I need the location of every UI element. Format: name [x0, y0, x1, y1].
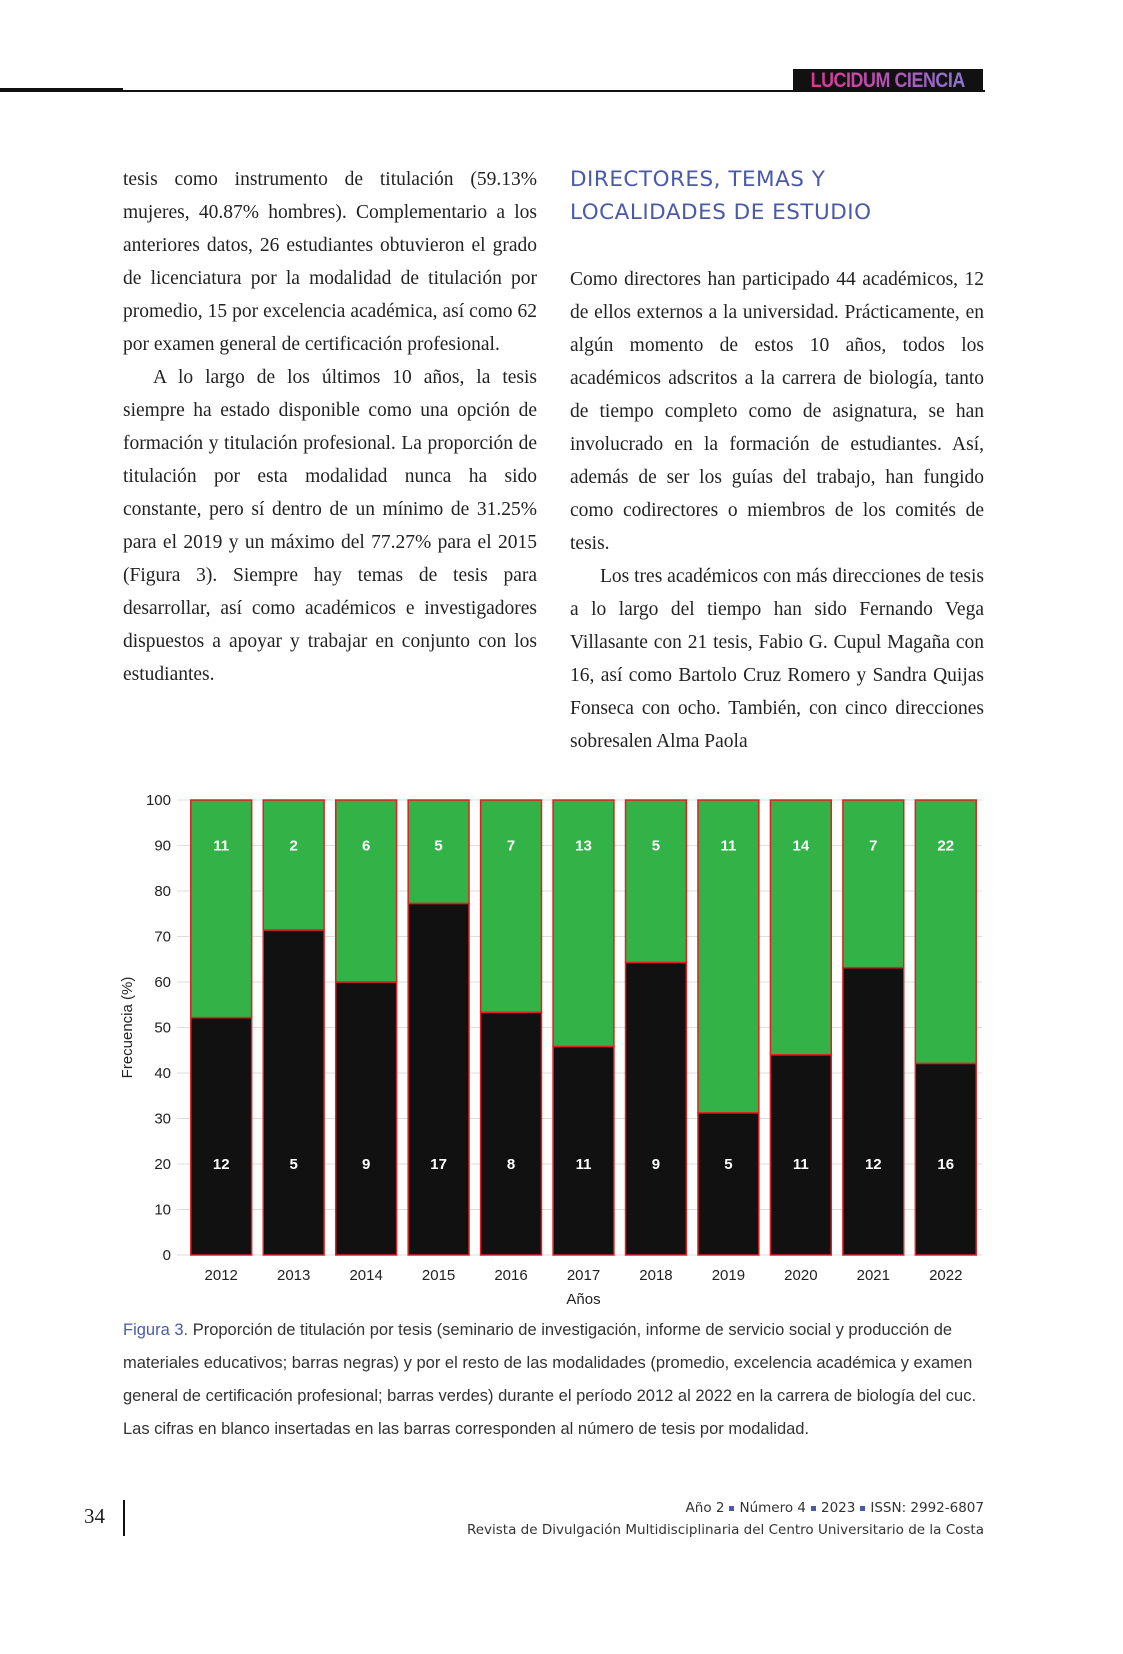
bar-green-segment	[624, 799, 688, 964]
issue-date: 2023	[820, 1500, 856, 1516]
bar-black-segment	[624, 961, 688, 1256]
bar-black-segment	[262, 929, 325, 1256]
page-number: 34	[84, 1504, 105, 1528]
data-label: 12	[213, 1156, 230, 1173]
paragraph: A lo largo de los últimos 10 años, la te…	[123, 367, 537, 685]
y-tick-label: 100	[146, 792, 171, 809]
x-tick-label: 2019	[712, 1267, 745, 1284]
caption-text: Proporción de titulación por tesis (semi…	[123, 1321, 977, 1438]
data-label: 11	[576, 1156, 592, 1173]
y-tick-label: 40	[154, 1065, 171, 1082]
issue-year: Año 2	[685, 1500, 725, 1516]
journal-logo: LUCIDUM CIENCIA	[793, 69, 983, 92]
data-label: 22	[937, 838, 954, 855]
bar-green-segment	[262, 799, 325, 931]
data-label: 11	[720, 838, 736, 855]
bar-black-segment	[190, 1016, 253, 1256]
x-tick-label: 2015	[422, 1267, 455, 1284]
bar-black-segment	[842, 966, 905, 1256]
x-tick-label: 2014	[349, 1267, 382, 1284]
bar-green-segment	[697, 799, 760, 1114]
bar-black-segment	[697, 1112, 760, 1256]
stacked-bar-chart: 0 10 20 30 40 50 60 70 80 90 100 12 11 2012 5 2 2013 9 6 20…	[119, 792, 982, 1308]
data-label: 7	[507, 838, 515, 855]
issue-info: Año 2 Número 4 2023 ISSN: 2992-6807	[467, 1497, 984, 1519]
left-column: tesis como instrumento de titulación (59…	[123, 163, 537, 691]
data-label: 7	[869, 838, 877, 855]
data-label: 5	[724, 1156, 732, 1173]
x-tick-label: 2017	[567, 1267, 600, 1284]
data-label: 9	[362, 1156, 370, 1173]
x-tick-label: 2016	[494, 1267, 527, 1284]
bar-black-segment	[479, 1011, 543, 1256]
x-axis-label: Años	[566, 1291, 600, 1308]
page-number-divider	[123, 1500, 125, 1536]
y-tick-label: 80	[154, 883, 171, 900]
bar-green-segment	[914, 799, 977, 1065]
data-label: 12	[865, 1156, 882, 1173]
x-tick-label: 2013	[277, 1267, 310, 1284]
data-label: 2	[290, 838, 298, 855]
y-tick-label: 70	[154, 929, 171, 946]
y-axis-label: Frecuencia (%)	[119, 977, 136, 1079]
y-tick-label: 50	[154, 1020, 171, 1037]
bar-black-segment	[769, 1054, 833, 1256]
data-label: 11	[793, 1156, 809, 1173]
y-tick-label: 90	[154, 838, 171, 855]
paragraph: Como directores han participado 44 acadé…	[570, 269, 984, 554]
y-tick-label: 0	[163, 1247, 171, 1264]
y-tick-label: 10	[154, 1202, 171, 1219]
bar-green-segment	[479, 799, 543, 1014]
bar-green-segment	[190, 799, 253, 1019]
x-tick-label: 2012	[205, 1267, 238, 1284]
bar-green-segment	[552, 799, 615, 1048]
x-tick-label: 2018	[639, 1267, 672, 1284]
bar-green-segment	[842, 799, 905, 969]
figure-label: Figura 3.	[123, 1321, 189, 1339]
bar-black-segment	[334, 981, 398, 1256]
logo-text: LUCIDUM CIENCIA	[810, 68, 966, 92]
bar-green-segment	[334, 799, 398, 983]
bar-black-segment	[407, 902, 470, 1256]
bar-black-segment	[914, 1062, 977, 1256]
x-tick-label: 2020	[784, 1267, 817, 1284]
issn: ISSN: 2992-6807	[870, 1500, 984, 1516]
data-label: 9	[652, 1156, 660, 1173]
data-label: 5	[434, 838, 442, 855]
y-tick-label: 60	[154, 974, 171, 991]
data-label: 5	[290, 1156, 298, 1173]
data-label: 17	[430, 1156, 447, 1173]
figure-caption: Figura 3. Proporción de titulación por t…	[123, 1314, 985, 1446]
paragraph: Los tres académicos con más direcciones …	[570, 566, 984, 752]
y-tick-label: 20	[154, 1156, 171, 1173]
header-rule	[123, 90, 985, 92]
header-rule-thick	[0, 88, 123, 92]
right-column: DIRECTORES, TEMAS Y LOCALIDADES DE ESTUD…	[570, 163, 984, 758]
x-tick-label: 2021	[857, 1267, 890, 1284]
data-label: 11	[213, 838, 229, 855]
square-bullet-icon	[729, 1505, 735, 1511]
footer: Año 2 Número 4 2023 ISSN: 2992-6807 Revista…	[467, 1497, 984, 1541]
data-label: 6	[362, 838, 370, 855]
section-heading: DIRECTORES, TEMAS Y LOCALIDADES DE ESTUD…	[570, 167, 872, 225]
data-label: 5	[652, 838, 660, 855]
paragraph: tesis como instrumento de titulación (59…	[123, 169, 537, 355]
bar-black-segment	[552, 1045, 615, 1256]
x-tick-label: 2022	[929, 1267, 962, 1284]
data-label: 13	[575, 838, 592, 855]
y-tick-label: 30	[154, 1111, 171, 1128]
journal-name: Revista de Divulgación Multidisciplinari…	[466, 1522, 984, 1538]
bar-green-segment	[769, 799, 833, 1056]
bar-green-segment	[407, 799, 470, 905]
square-bullet-icon	[860, 1505, 866, 1511]
data-label: 8	[507, 1156, 515, 1173]
data-label: 14	[793, 838, 810, 855]
square-bullet-icon	[810, 1505, 816, 1511]
issue-number: Número 4	[739, 1500, 806, 1516]
data-label: 16	[937, 1156, 954, 1173]
